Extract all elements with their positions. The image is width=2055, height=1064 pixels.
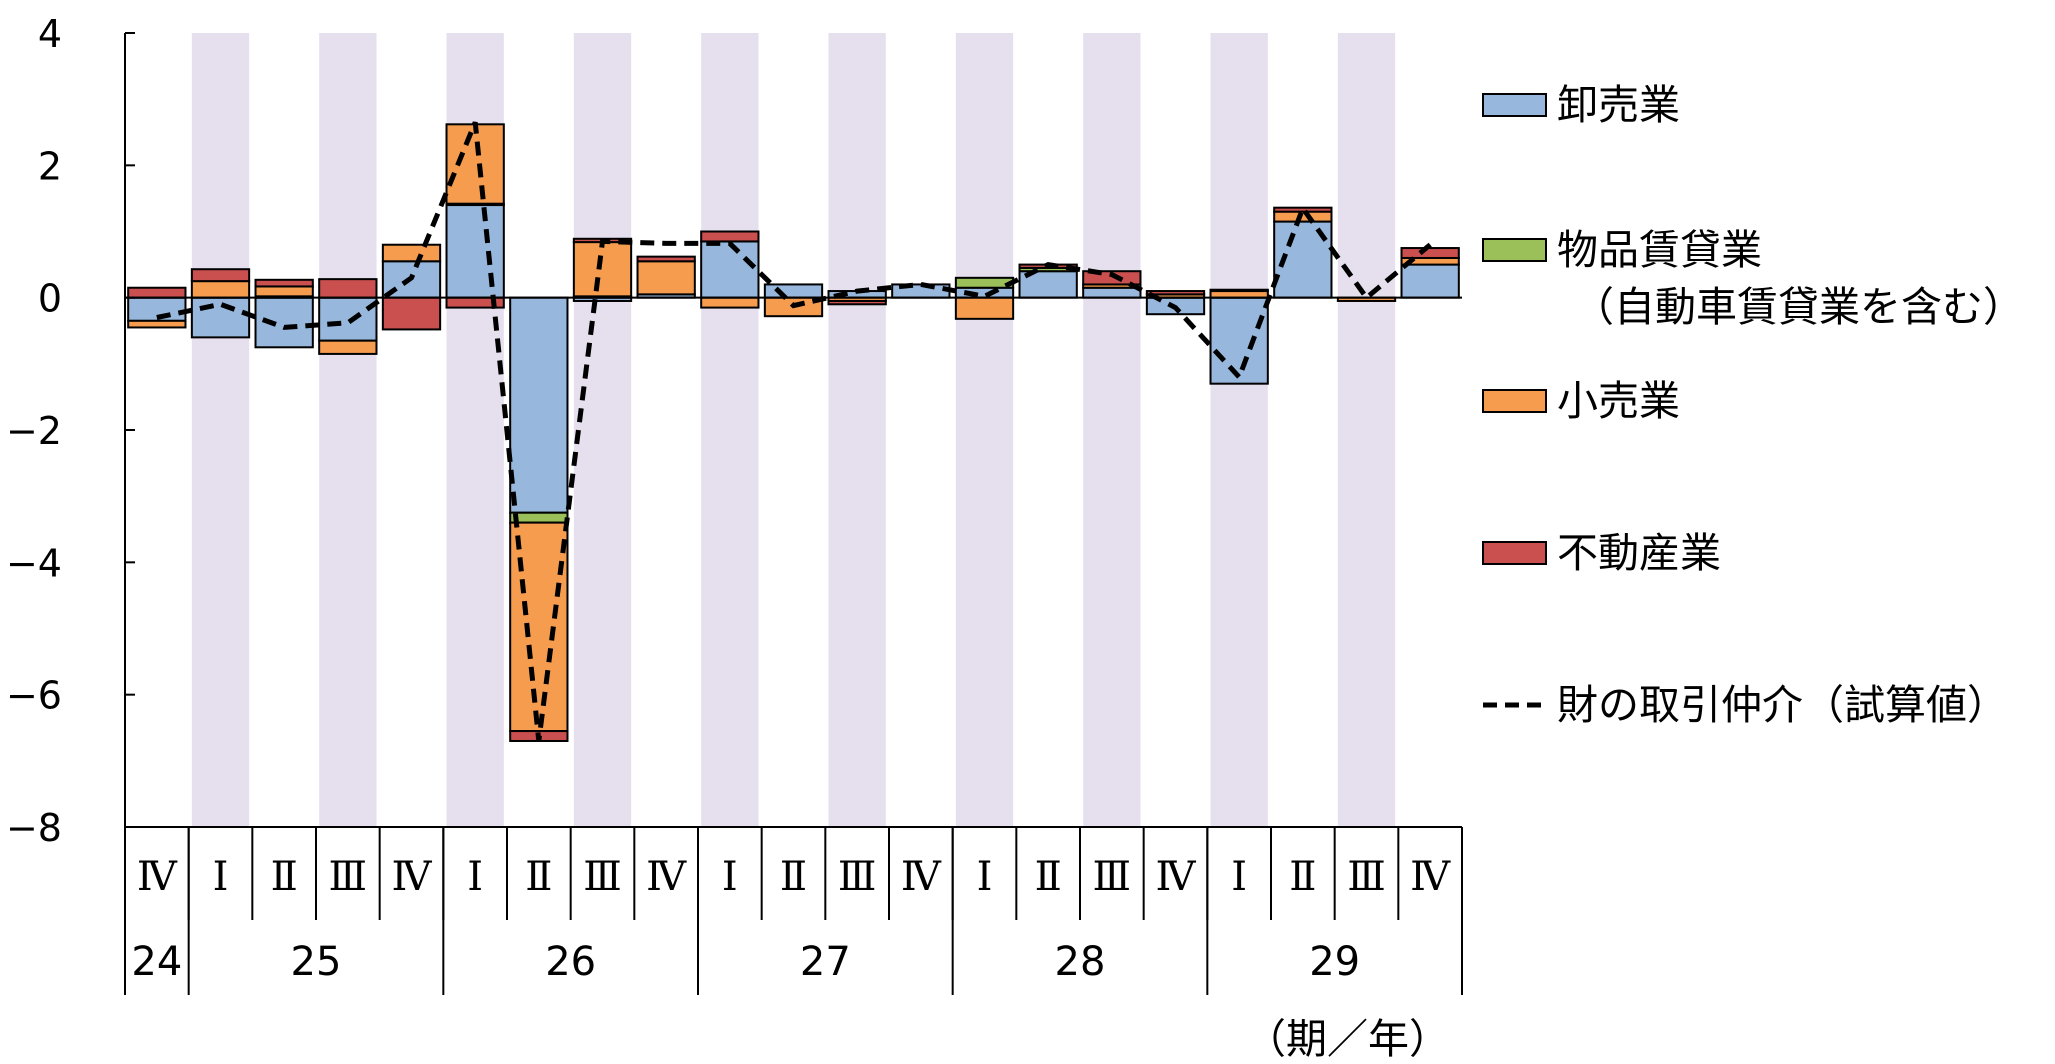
legend-label: 卸売業 (1557, 81, 1680, 129)
legend-label: 物品賃貸業 (1557, 226, 1762, 274)
bar-segment (1273, 210, 1333, 223)
quarter-label: Ⅳ (392, 854, 433, 900)
quarter-label: Ⅱ (1289, 854, 1316, 900)
bar-segment (1273, 206, 1333, 213)
quarter-label: Ⅲ (838, 854, 877, 900)
y-tick-label: −4 (6, 541, 62, 585)
bar-segment (509, 296, 569, 514)
bar-segment (381, 296, 442, 331)
quarter-label: Ⅲ (583, 854, 622, 900)
shaded-column (1083, 33, 1141, 827)
year-label: 27 (800, 939, 851, 985)
legend-label: 財の取引仲介（試算値） (1557, 681, 2008, 729)
bar-segment (509, 511, 569, 524)
quarter-label: Ⅰ (722, 854, 738, 900)
shaded-column (1337, 33, 1396, 827)
quarter-label: Ⅰ (213, 854, 229, 900)
bar-segment (636, 260, 696, 296)
y-tick-label: 2 (38, 144, 62, 188)
bar-segment (954, 276, 1015, 289)
legend-swatch (1482, 93, 1547, 117)
quarter-label: Ⅰ (1231, 854, 1247, 900)
bar-segment (763, 283, 824, 299)
bar-segment (509, 521, 569, 733)
bar-segment (381, 243, 442, 263)
bar-segment (1209, 296, 1269, 385)
quarter-label: Ⅰ (467, 854, 483, 900)
bar-segment (127, 319, 187, 329)
year-label: 26 (545, 939, 596, 985)
bar-segment (254, 285, 314, 298)
shaded-column (828, 33, 886, 827)
bar-segment (318, 296, 378, 342)
quarter-label: Ⅱ (525, 854, 552, 900)
bar-segment (954, 296, 1015, 320)
bar-segment (827, 299, 887, 306)
quarter-label: Ⅲ (1347, 854, 1386, 900)
shaded-column (191, 33, 250, 827)
bar-segment (1145, 290, 1206, 296)
bar-segment (700, 230, 760, 243)
legend-swatch (1482, 389, 1547, 413)
bar-segment (1400, 263, 1460, 299)
year-label: 25 (291, 939, 342, 985)
bar-segment (127, 286, 187, 299)
bar-segment (700, 296, 760, 309)
bar-segment (445, 204, 505, 299)
shaded-column (573, 33, 632, 827)
shaded-column (319, 33, 377, 827)
bar-segment (190, 296, 251, 339)
bar-segment (1082, 286, 1142, 299)
legend-label: 小売業 (1557, 377, 1680, 425)
legend-swatch (1482, 541, 1547, 565)
y-tick-label: −2 (6, 409, 62, 453)
bar-segment (318, 339, 378, 355)
bar-segment (254, 278, 314, 288)
y-tick-label: −8 (6, 806, 62, 850)
bar-segment (636, 255, 696, 263)
legend-label: 不動産業 (1557, 529, 1721, 577)
year-label: 28 (1055, 939, 1106, 985)
quarter-label: Ⅱ (780, 854, 807, 900)
quarter-label: Ⅲ (329, 854, 368, 900)
bar-segment (1209, 288, 1269, 293)
legend-label-note: （自動車賃貸業を含む） (1573, 283, 2024, 331)
bar-segment (700, 240, 760, 299)
shaded-column (701, 33, 759, 827)
y-tick-label: 4 (38, 12, 62, 56)
trade-intermediation-line (156, 121, 1432, 742)
quarter-label: Ⅰ (977, 854, 993, 900)
quarter-label: Ⅳ (901, 854, 942, 900)
y-tick-label: −6 (6, 674, 62, 718)
quarter-label: Ⅳ (1156, 854, 1197, 900)
x-unit-label: （期／年） (1245, 1015, 1450, 1063)
series-line (156, 121, 1432, 742)
quarter-label: Ⅲ (1093, 854, 1132, 900)
legend-swatch (1482, 238, 1547, 262)
shaded-column (955, 33, 1014, 827)
y-tick-label: 0 (38, 277, 62, 321)
bar-segment (190, 268, 251, 283)
shaded-column (1210, 33, 1268, 827)
quarter-label: Ⅱ (271, 854, 298, 900)
bar-segment (318, 278, 378, 299)
year-label: 24 (131, 939, 182, 985)
year-label: 29 (1309, 939, 1360, 985)
bar-segment (1400, 247, 1460, 259)
axes (124, 32, 1462, 828)
quarter-label: Ⅳ (646, 854, 687, 900)
y-tick-labels: 4 2 0 −2 −4 −6 −8 (6, 12, 62, 850)
bar-segment (445, 123, 505, 205)
quarter-label: Ⅳ (1410, 854, 1451, 900)
shaded-columns (191, 33, 1396, 827)
bar-segment (190, 280, 251, 299)
quarter-label: Ⅱ (1035, 854, 1062, 900)
bar-segment (572, 241, 633, 298)
quarter-label: Ⅳ (137, 854, 178, 900)
